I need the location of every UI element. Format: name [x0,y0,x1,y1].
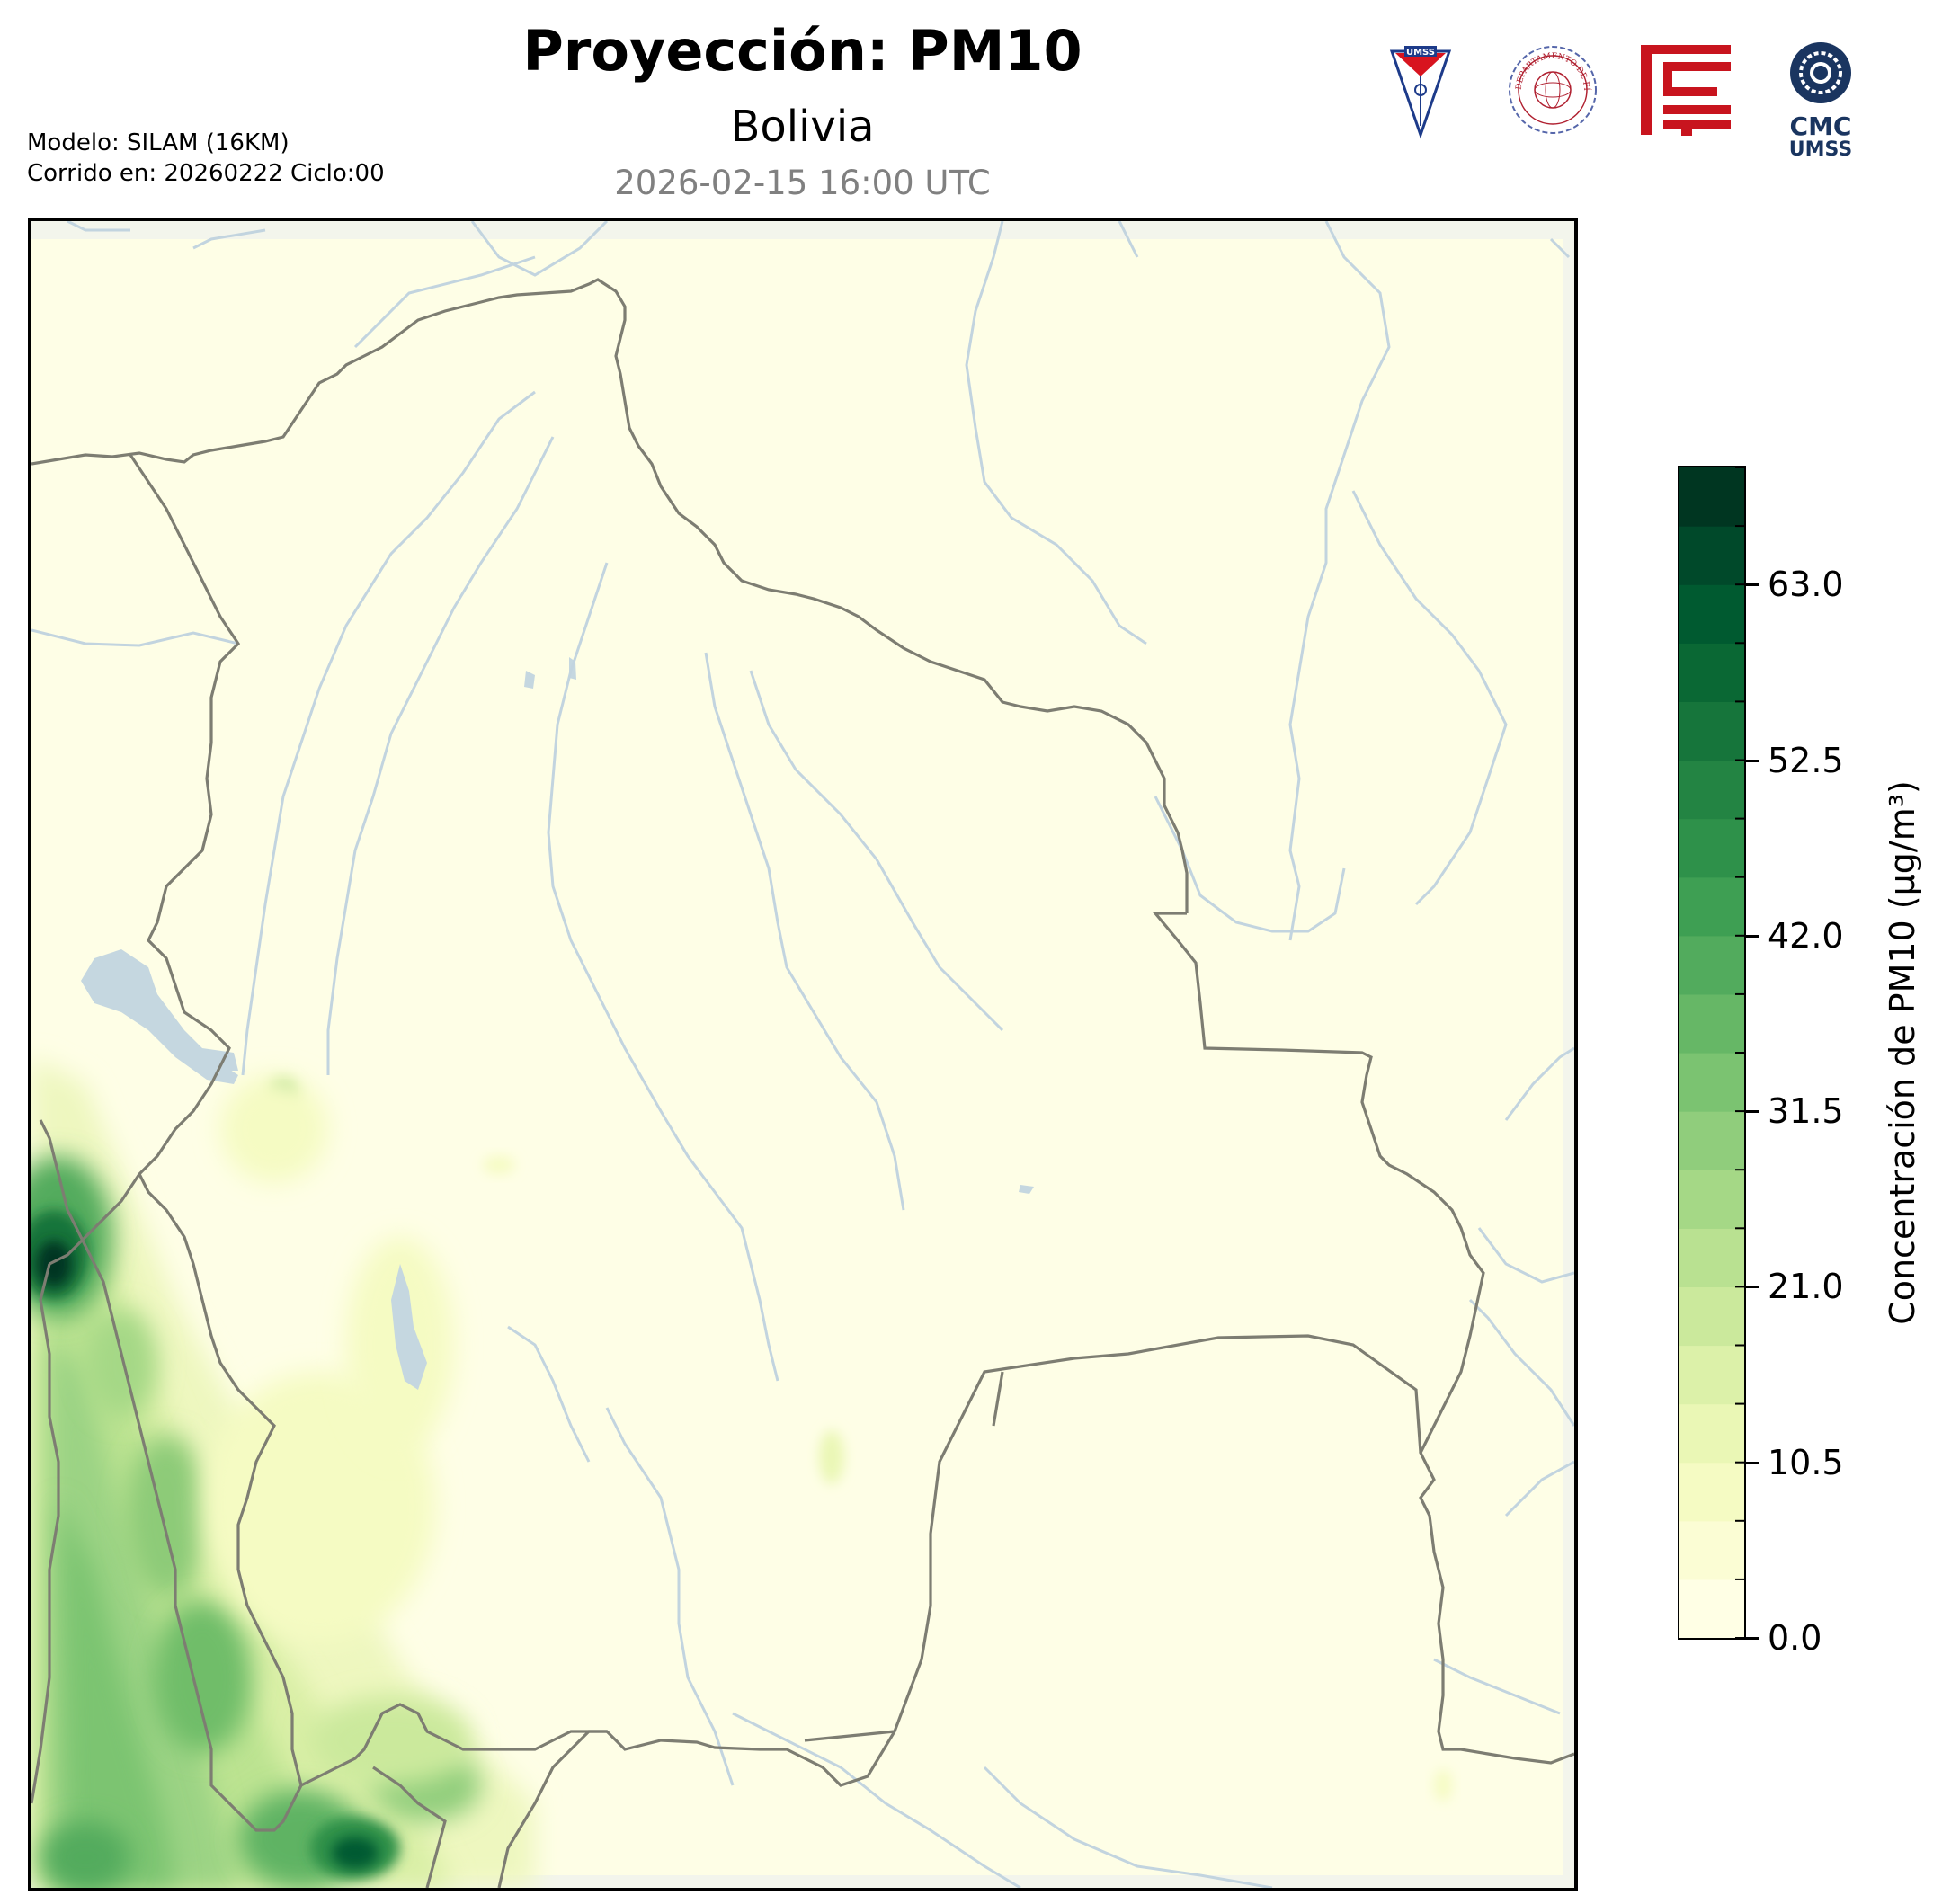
colorbar-segment [1679,1403,1744,1464]
colorbar-segment [1679,1579,1744,1638]
run-line: Corrido en: 20260222 Ciclo:00 [27,160,385,187]
colorbar-segment [1679,526,1744,585]
model-line: Modelo: SILAM (16KM) [27,129,290,156]
cmc-umss-logo: CMC UMSS [1780,40,1861,165]
colorbar-segment [1679,1170,1744,1229]
colorbar-segment [1679,1520,1744,1580]
colorbar-label: Concentración de PM10 (µg/m³) [1883,780,1922,1325]
forecast-datetime: 2026-02-15 16:00 UTC [614,164,991,202]
colorbar-major-tick [1746,1637,1759,1640]
colorbar-segment [1679,643,1744,702]
colorbar-tick-label: 21.0 [1768,1267,1844,1307]
colorbar-segment [1679,701,1744,761]
lakes [81,657,1034,1390]
colorbar-segment [1679,1286,1744,1347]
colorbar-tick-label: 42.0 [1768,915,1844,956]
colorbar-segment [1679,1053,1744,1112]
umss-shield-logo: UMSS [1385,40,1456,143]
colorbar-segment [1679,1462,1744,1522]
colorbar-major-tick [1746,1461,1759,1464]
colorbar-tick-label: 10.5 [1768,1442,1844,1482]
seal-text: DEPARTAMENTO DE FÍSICA [1502,34,1592,91]
colorbar-gradient [1679,467,1744,1638]
colorbar-segment [1679,467,1744,527]
colorbar-major-tick [1746,1286,1759,1289]
model-info: Modelo: SILAM (16KM) Corrido en: 2026022… [27,128,385,189]
colorbar-major-tick [1746,934,1759,938]
colorbar [1678,466,1746,1640]
colorbar-major-tick [1746,583,1759,587]
colorbar-segment [1679,935,1744,995]
svg-text:UMSS: UMSS [1789,138,1852,161]
map-canvas [31,221,1574,1888]
umss-logo-text: UMSS [1406,48,1435,58]
colorbar-segment [1679,584,1744,644]
institution-logos: UMSS DEPARTAMENTO DE FÍSICA [1385,34,1888,161]
pm10-map [28,218,1578,1891]
page-title: Proyección: PM10 [522,18,1082,84]
colorbar-segment [1679,1345,1744,1405]
colorbar-tick-label: 0.0 [1768,1618,1822,1658]
colorbar-major-tick [1746,759,1759,762]
colorbar-segment [1679,876,1744,937]
colorbar-segment [1679,1111,1744,1170]
colorbar-tick-label: 31.5 [1768,1091,1844,1132]
borders [31,278,1574,1888]
svg-text:DEPARTAMENTO DE FÍSICA: DEPARTAMENTO DE FÍSICA [1506,40,1592,91]
colorbar-tick-label: 63.0 [1768,565,1844,605]
colorbar-tick-label: 52.5 [1768,740,1844,780]
rivers [31,221,1574,1888]
colorbar-segment [1679,760,1744,820]
region-subtitle: Bolivia [730,102,875,152]
departamento-fisica-seal: DEPARTAMENTO DE FÍSICA [1502,34,1600,143]
red-geometric-logo [1636,40,1735,143]
colorbar-segment [1679,993,1744,1054]
colorbar-major-tick [1746,1110,1759,1114]
colorbar-segment [1679,818,1744,878]
colorbar-segment [1679,1228,1744,1287]
pm10-concentration-field [31,1057,1452,1888]
svg-text:CMC: CMC [1790,111,1852,141]
